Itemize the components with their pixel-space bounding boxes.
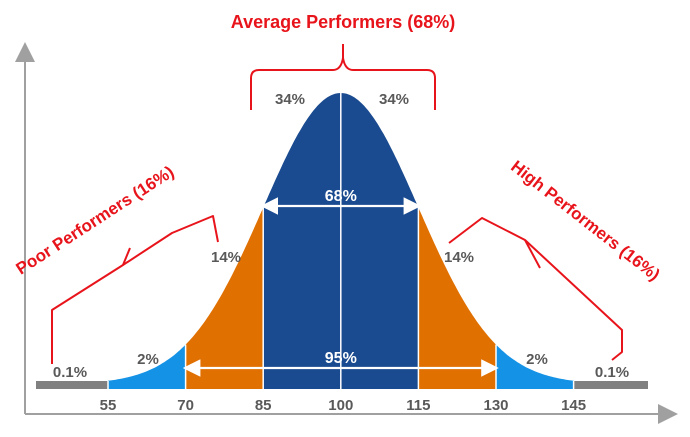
band-6 — [496, 344, 574, 389]
high-performers-label: High Performers (16%) — [507, 157, 663, 285]
poor-performers-label: Poor Performers (16%) — [13, 162, 178, 278]
band-4 — [340, 93, 419, 389]
x-tick-85: 85 — [255, 397, 272, 414]
band-label-0: 0.1% — [53, 364, 87, 381]
range-label-1: 95% — [325, 350, 357, 367]
average-performers-label: Average Performers (68%) — [231, 12, 455, 32]
band-0 — [36, 381, 108, 389]
x-tick-70: 70 — [177, 397, 194, 414]
band-label-4: 34% — [379, 91, 409, 108]
high-bracket — [448, 217, 623, 361]
x-tick-55: 55 — [100, 397, 117, 414]
poor-bracket — [51, 215, 219, 364]
band-2 — [185, 207, 264, 389]
band-label-7: 0.1% — [595, 364, 629, 381]
band-7 — [573, 381, 648, 389]
high-bracket-tip — [524, 239, 541, 269]
average-bracket — [250, 44, 436, 110]
x-tick-100: 100 — [328, 397, 353, 414]
poor-bracket-tip — [122, 247, 131, 266]
band-label-6: 2% — [526, 351, 548, 368]
range-label-0: 68% — [325, 188, 357, 205]
band-label-2: 14% — [211, 249, 241, 266]
band-5 — [418, 207, 496, 389]
x-tick-115: 115 — [406, 397, 430, 414]
x-tick-130: 130 — [483, 397, 508, 414]
x-tick-145: 145 — [561, 397, 586, 414]
band-label-3: 34% — [275, 91, 305, 108]
band-1 — [108, 344, 186, 389]
band-label-5: 14% — [444, 249, 474, 266]
band-label-1: 2% — [137, 351, 159, 368]
band-3 — [263, 93, 341, 389]
